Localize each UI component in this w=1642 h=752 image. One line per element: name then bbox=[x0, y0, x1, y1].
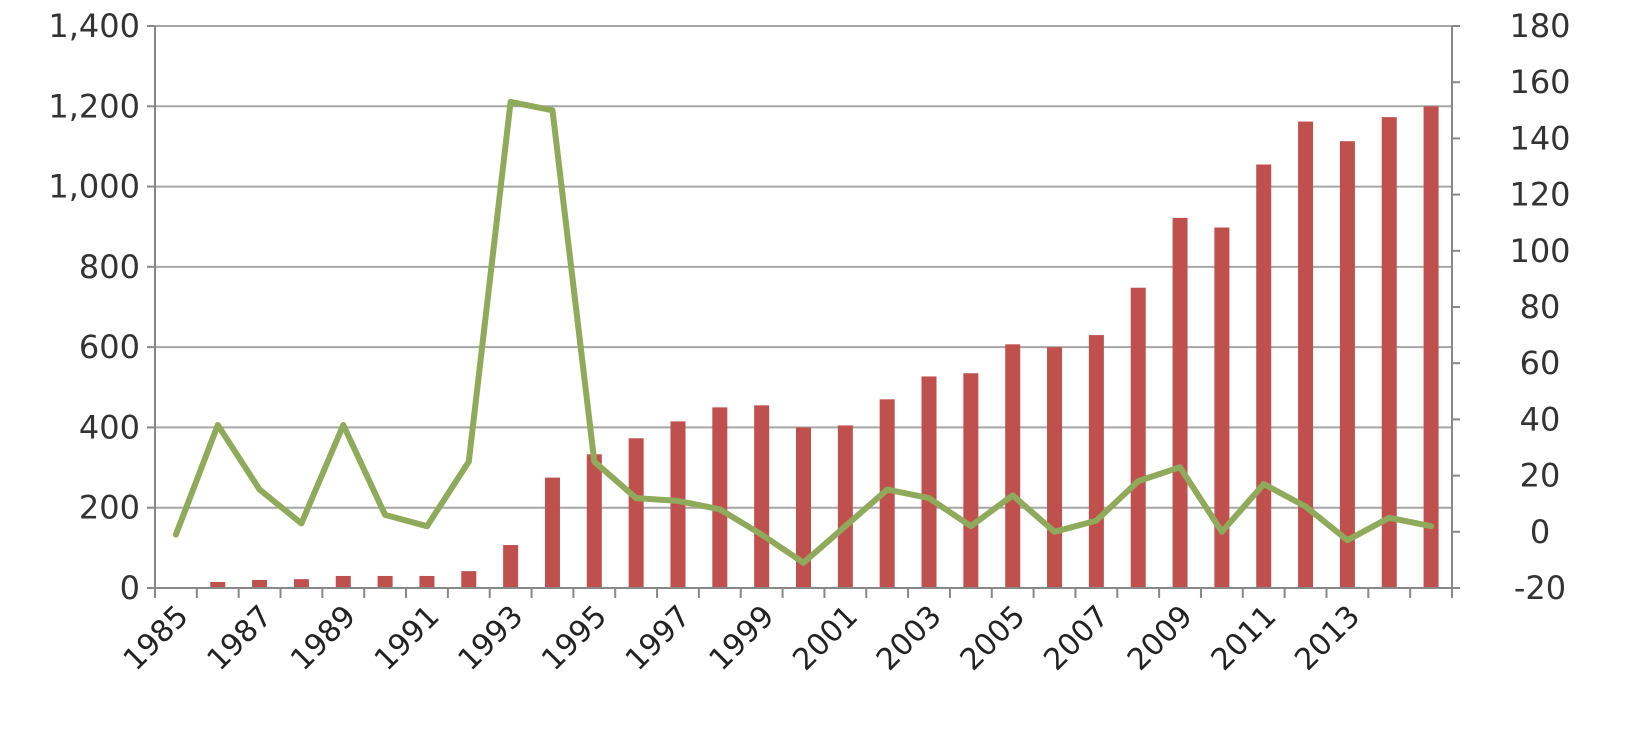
x-tick-label: 2003 bbox=[870, 599, 949, 678]
bar bbox=[377, 575, 393, 588]
left-tick-label: 1,000 bbox=[48, 168, 140, 206]
x-tick-label: 1989 bbox=[284, 599, 363, 678]
bar bbox=[1339, 141, 1355, 588]
x-tick-label: 1987 bbox=[201, 599, 280, 678]
left-tick-label: 800 bbox=[79, 248, 140, 286]
x-tick-label: 2001 bbox=[786, 599, 865, 678]
bar bbox=[1047, 347, 1063, 588]
bar bbox=[252, 579, 268, 588]
right-tick-label: 160 bbox=[1509, 63, 1570, 101]
bar bbox=[628, 438, 644, 588]
right-tick-label: 0 bbox=[1530, 513, 1550, 551]
bar bbox=[1130, 287, 1146, 588]
bar bbox=[796, 427, 811, 588]
bar bbox=[837, 425, 853, 588]
bar bbox=[1381, 117, 1397, 589]
bar bbox=[293, 579, 309, 588]
left-axis-tick-labels: 0 200 400 600 800 1,000 1,200 1,400 bbox=[48, 7, 140, 607]
left-tick-label: 1,400 bbox=[48, 7, 140, 45]
line-path bbox=[172, 98, 1435, 566]
bar bbox=[503, 545, 519, 588]
x-axis-tick-labels: 1985 1987 1989 1991 1993 1995 1997 1999 2001 2003… bbox=[117, 599, 1367, 678]
bar bbox=[1214, 227, 1230, 588]
bar bbox=[754, 405, 770, 588]
x-tick-label: 1991 bbox=[368, 599, 447, 678]
x-tick-label: 2009 bbox=[1121, 599, 1200, 678]
right-axis-tick-labels: -20 0 20 40 60 80 100 120 140 160 180 bbox=[1509, 7, 1570, 607]
x-tick-label: 1993 bbox=[452, 599, 531, 678]
line-series bbox=[172, 98, 1435, 566]
left-tick-label: 200 bbox=[79, 489, 140, 527]
left-tick-label: 600 bbox=[79, 328, 140, 366]
x-tick-label: 2005 bbox=[954, 599, 1033, 678]
bar bbox=[1256, 164, 1272, 588]
right-tick-label: 140 bbox=[1509, 119, 1570, 157]
right-tick-label: 20 bbox=[1520, 457, 1561, 495]
bar bbox=[210, 581, 226, 588]
bar bbox=[335, 575, 351, 588]
right-tick-label: 100 bbox=[1509, 232, 1570, 270]
bar bbox=[879, 399, 895, 588]
right-tick-label: 180 bbox=[1509, 7, 1570, 45]
axes bbox=[147, 25, 1460, 598]
bar bbox=[461, 571, 477, 588]
right-tick-label: -20 bbox=[1514, 569, 1566, 607]
right-tick-label: 120 bbox=[1509, 176, 1570, 214]
x-tick-label: 2007 bbox=[1037, 599, 1116, 678]
bar bbox=[544, 477, 560, 588]
x-tick-label: 1985 bbox=[117, 599, 196, 678]
bar bbox=[1298, 121, 1314, 588]
x-tick-label: 1999 bbox=[703, 599, 782, 678]
bar bbox=[586, 454, 602, 588]
left-tick-label: 0 bbox=[120, 569, 140, 607]
left-tick-label: 1,200 bbox=[48, 87, 140, 125]
left-tick-label: 400 bbox=[79, 408, 140, 446]
bar bbox=[1005, 344, 1021, 588]
bar bbox=[419, 575, 435, 588]
x-tick-label: 2013 bbox=[1288, 599, 1367, 678]
right-tick-label: 40 bbox=[1520, 400, 1561, 438]
bar bbox=[1088, 335, 1104, 588]
bar bbox=[921, 376, 937, 588]
bar bbox=[963, 373, 979, 588]
x-tick-label: 1995 bbox=[535, 599, 614, 678]
right-tick-label: 60 bbox=[1520, 344, 1561, 382]
gridlines bbox=[155, 25, 1452, 509]
bar bbox=[670, 421, 686, 588]
bar bbox=[712, 407, 728, 588]
right-tick-label: 80 bbox=[1520, 288, 1561, 326]
x-tick-label: 1997 bbox=[619, 599, 698, 678]
bar bbox=[1172, 217, 1188, 588]
bar bbox=[1423, 106, 1439, 589]
x-tick-label: 2011 bbox=[1205, 599, 1284, 678]
